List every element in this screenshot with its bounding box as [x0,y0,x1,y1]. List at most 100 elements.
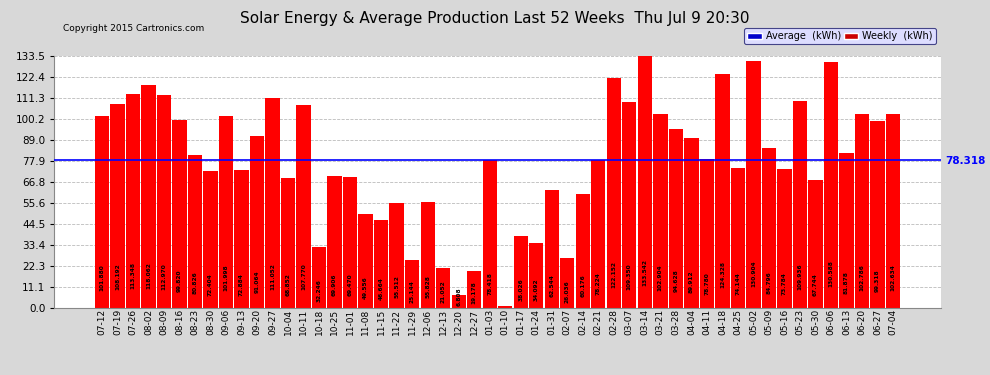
Bar [235,170,248,308]
Text: 113.348: 113.348 [131,262,136,290]
Bar [638,56,652,308]
Bar [172,120,186,308]
Bar [436,268,450,308]
Bar [607,78,621,308]
Text: 72.404: 72.404 [208,273,213,296]
Bar [544,190,559,308]
Text: 46.664: 46.664 [378,277,383,300]
Text: 25.144: 25.144 [410,280,415,303]
Bar [824,62,839,308]
Text: 72.884: 72.884 [239,273,244,296]
Bar [560,258,574,308]
Bar [374,220,388,308]
Text: 32.246: 32.246 [317,279,322,302]
Text: 55.512: 55.512 [394,275,399,298]
Bar [203,171,218,308]
Bar [249,136,264,308]
Bar [591,160,606,308]
Text: 130.588: 130.588 [829,260,834,287]
Text: 108.192: 108.192 [115,264,120,290]
Text: 19.178: 19.178 [471,281,477,304]
Bar [809,180,823,308]
Text: 124.328: 124.328 [720,261,725,288]
Bar [886,114,900,308]
Text: 122.152: 122.152 [612,261,617,288]
Bar [482,160,497,308]
Text: 78.780: 78.780 [705,272,710,295]
Text: 133.542: 133.542 [643,260,647,286]
Bar [110,104,125,308]
Bar [281,178,295,308]
Text: 6.808: 6.808 [456,287,461,306]
Text: Solar Energy & Average Production Last 52 Weeks  Thu Jul 9 20:30: Solar Energy & Average Production Last 5… [241,11,749,26]
Text: 21.052: 21.052 [441,280,446,303]
Bar [265,99,279,308]
Bar [746,61,760,308]
Bar [343,177,357,308]
Text: Copyright 2015 Cartronics.com: Copyright 2015 Cartronics.com [63,24,205,33]
Text: 102.634: 102.634 [891,264,896,291]
Text: 91.064: 91.064 [254,270,259,293]
Text: 111.052: 111.052 [270,263,275,290]
Bar [575,194,590,308]
Text: 49.556: 49.556 [363,276,368,299]
Text: 73.784: 73.784 [782,273,787,296]
Text: 101.998: 101.998 [224,265,229,291]
Bar [653,114,667,308]
Bar [312,247,326,308]
Text: 74.144: 74.144 [736,273,741,296]
Text: 102.786: 102.786 [859,264,864,291]
Text: 60.176: 60.176 [580,275,585,297]
Bar [669,129,683,308]
Bar [762,148,776,308]
Text: 62.544: 62.544 [549,274,554,297]
Bar [296,105,311,308]
Bar [142,85,155,308]
Text: 118.062: 118.062 [146,262,150,289]
Bar [358,214,373,308]
Text: 69.470: 69.470 [347,273,352,296]
Text: 69.906: 69.906 [332,273,337,296]
Bar [451,295,466,307]
Text: 55.828: 55.828 [425,275,431,298]
Bar [622,102,637,308]
Bar [188,155,202,308]
Bar [870,121,885,308]
Text: 34.092: 34.092 [534,279,539,302]
Bar [716,74,730,308]
Bar [514,236,528,308]
Bar [777,169,792,308]
Text: 84.796: 84.796 [766,271,771,294]
Bar [405,260,420,308]
Bar [467,272,481,308]
Text: 101.880: 101.880 [99,264,104,291]
Text: 94.628: 94.628 [673,270,678,292]
Bar [421,202,435,308]
Bar [731,168,745,308]
Bar [498,306,513,308]
Text: 130.904: 130.904 [751,260,756,287]
Bar [389,203,404,308]
Text: 89.912: 89.912 [689,270,694,293]
Bar [840,153,853,308]
Bar [156,95,171,308]
Text: 99.318: 99.318 [875,269,880,292]
Text: 38.026: 38.026 [518,278,524,301]
Bar [328,176,342,308]
Text: 67.744: 67.744 [813,273,818,296]
Text: 109.936: 109.936 [798,263,803,290]
Bar [855,114,869,308]
Legend: Average  (kWh), Weekly  (kWh): Average (kWh), Weekly (kWh) [744,28,936,44]
Text: 78.418: 78.418 [487,272,492,295]
Text: 26.036: 26.036 [564,280,570,303]
Text: 81.878: 81.878 [844,272,849,294]
Text: 102.904: 102.904 [658,264,663,291]
Text: 99.820: 99.820 [177,269,182,291]
Text: 109.350: 109.350 [627,264,632,290]
Text: 78.224: 78.224 [596,272,601,295]
Text: 80.826: 80.826 [192,272,197,294]
Bar [219,116,233,308]
Bar [95,116,109,308]
Bar [684,138,699,308]
Text: 68.852: 68.852 [285,273,290,296]
